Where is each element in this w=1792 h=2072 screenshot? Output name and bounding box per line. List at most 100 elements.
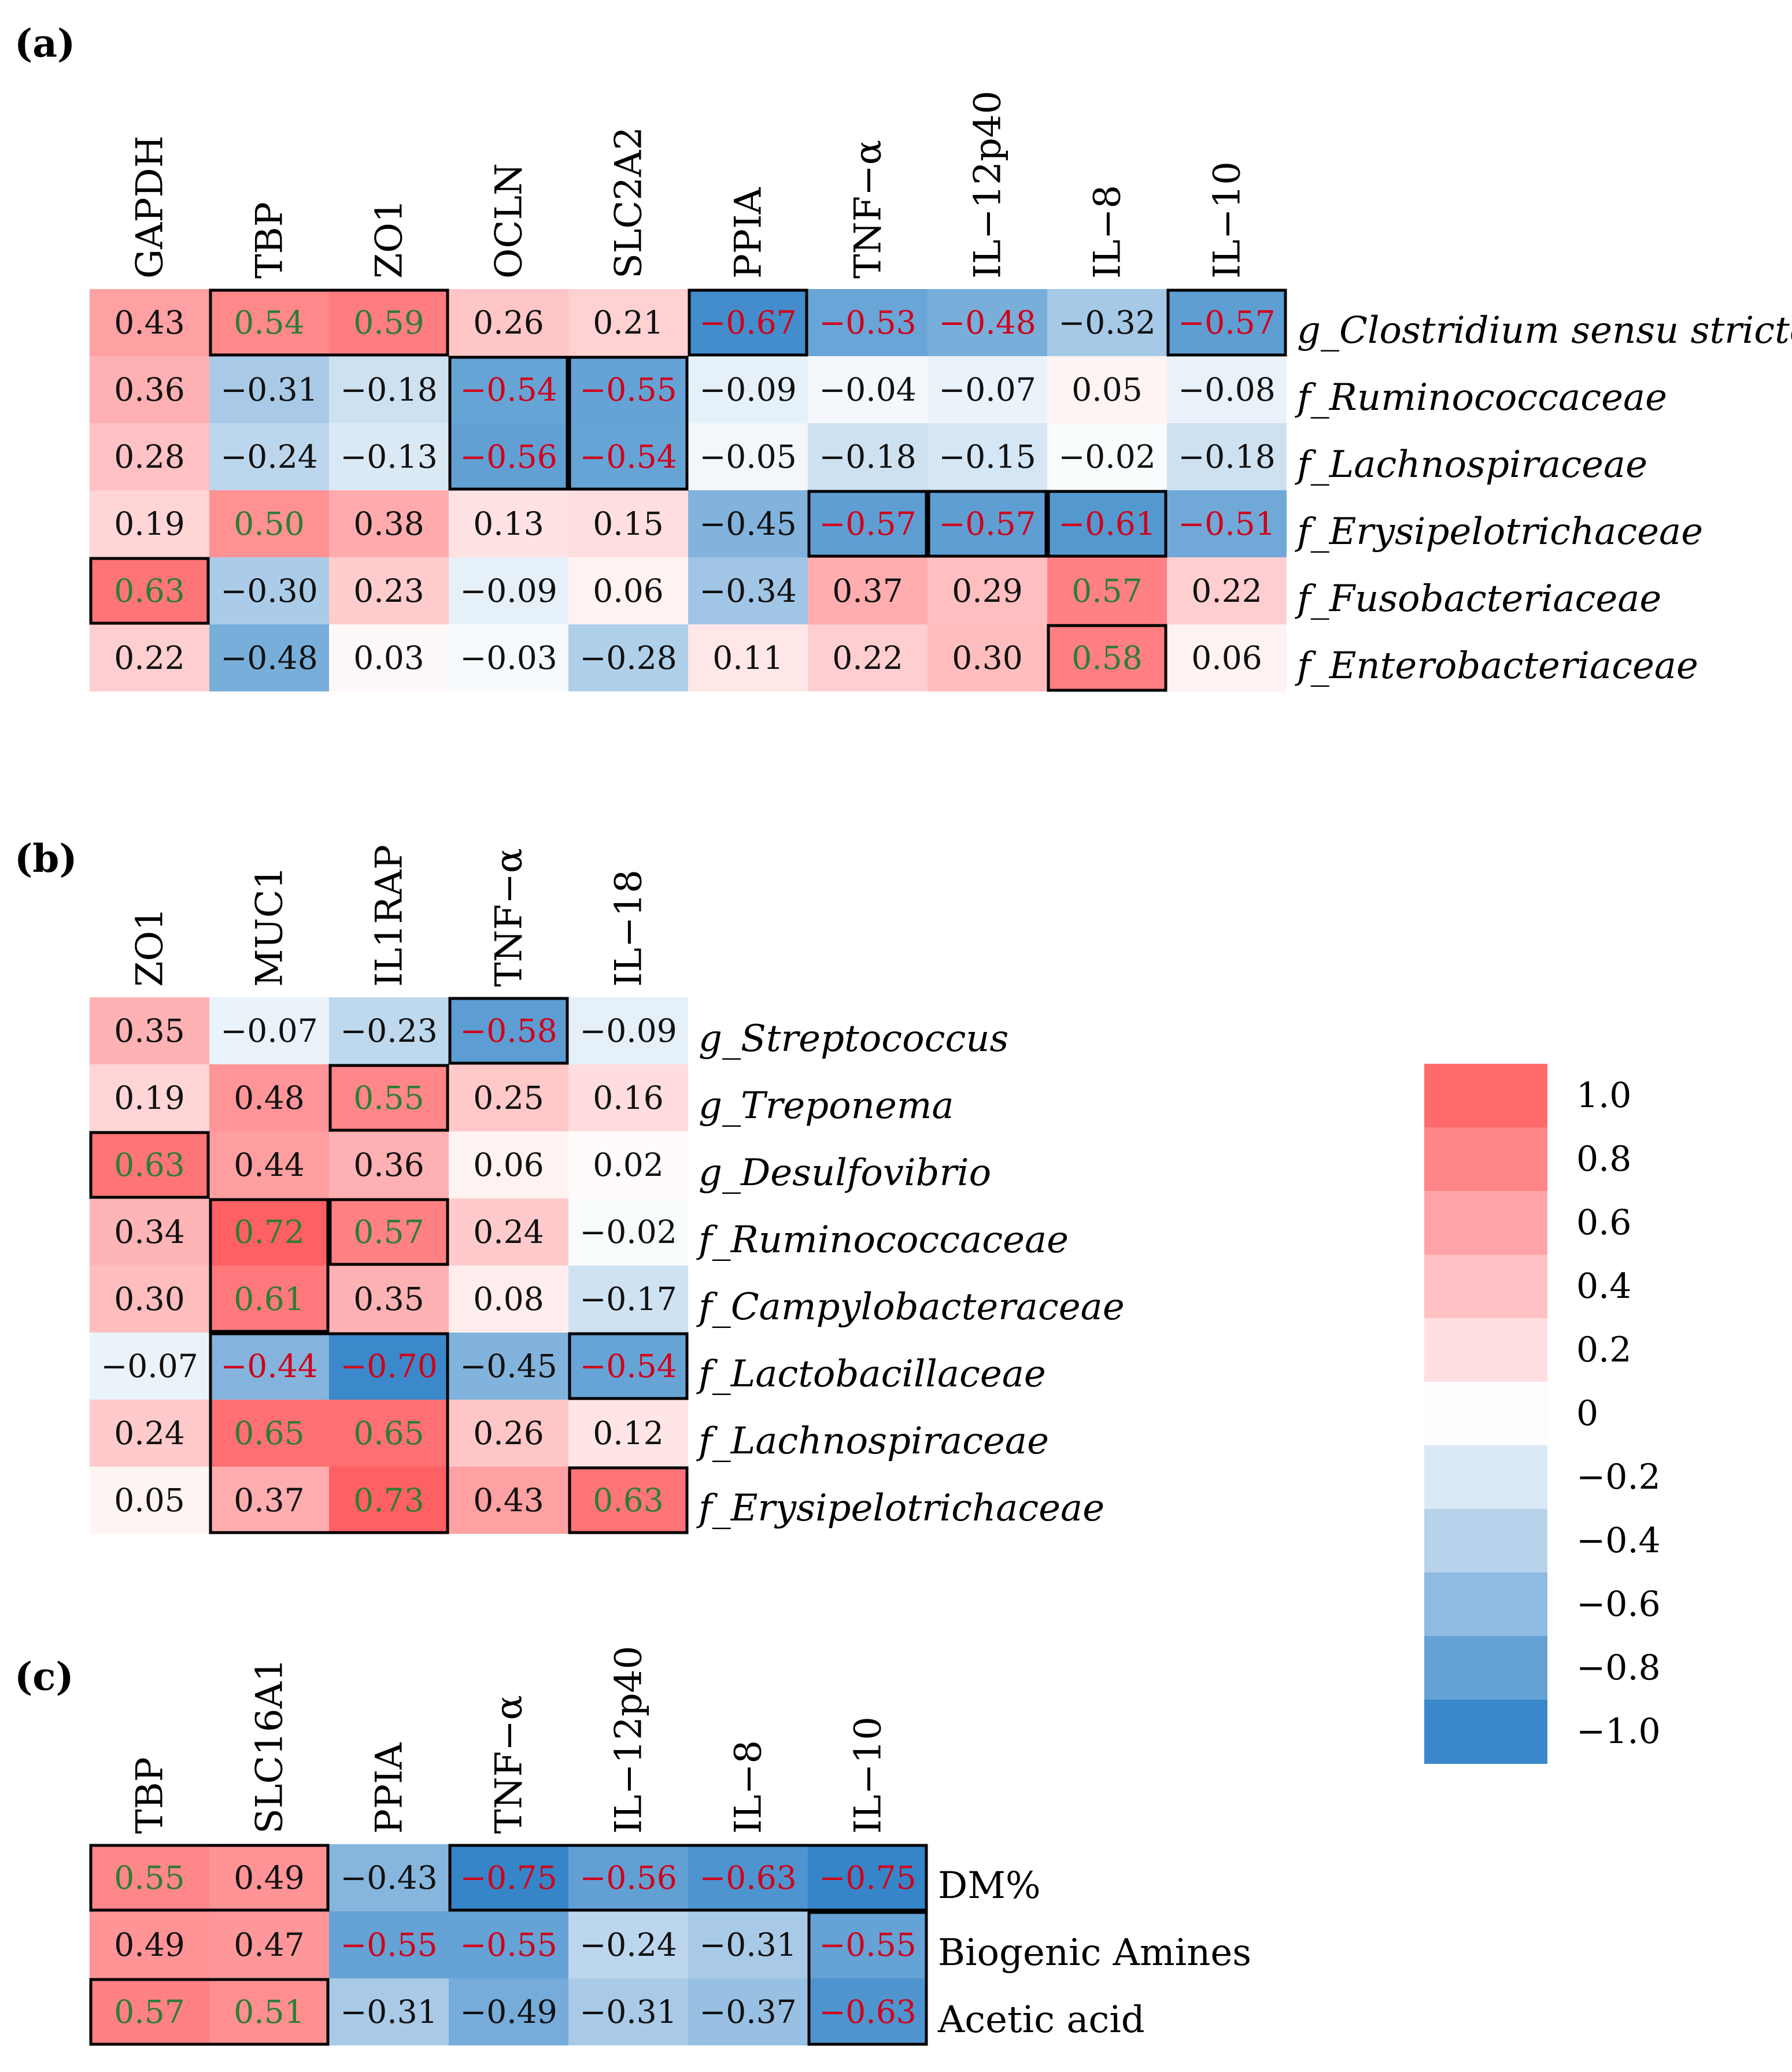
legend-swatch [1424, 1191, 1547, 1255]
cell-value-label: −0.54 [460, 371, 557, 408]
panel-label: (c) [14, 1654, 74, 1699]
heatmap-cell [568, 1131, 688, 1198]
column-label: IL−8 [1087, 185, 1129, 279]
heatmap-cell [209, 1198, 329, 1266]
column-label: TNF−α [488, 848, 531, 987]
heatmap-cell [688, 1978, 808, 2045]
cell-value-label: −0.48 [220, 639, 318, 676]
heatmap-cell [90, 1844, 209, 1911]
cell-value-label: 0.22 [832, 639, 903, 676]
row-label: g_Clostridium sensu stricto [1297, 309, 1792, 352]
cell-value-label: 0.19 [114, 1079, 184, 1116]
cell-value-label: 0.59 [353, 304, 424, 341]
cell-value-label: 0.43 [473, 1482, 544, 1519]
significance-box [448, 1844, 928, 1912]
heatmap-cell [568, 1978, 688, 2045]
row-label: f_Campylobacteraceae [696, 1286, 1125, 1329]
cell-value-label: 0.03 [353, 639, 424, 676]
cell-value-label: 0.37 [832, 572, 903, 609]
heatmap-cell [568, 557, 688, 624]
cell-value-label: 0.63 [114, 572, 184, 609]
significance-box [89, 557, 210, 625]
heatmap-cell [688, 624, 808, 691]
legend-tick-label: 0.2 [1576, 1330, 1631, 1370]
legend-tick-label: −0.4 [1576, 1520, 1661, 1561]
cell-value-label: −0.53 [819, 304, 917, 341]
cell-value-label: 0.08 [473, 1281, 544, 1318]
heatmap-cell [1047, 423, 1167, 490]
heatmap-cell [209, 1911, 329, 1978]
cell-value-label: 0.47 [234, 1926, 304, 1963]
cell-value-label: 0.36 [353, 1146, 424, 1183]
cell-value-label: 0.25 [473, 1079, 544, 1116]
significance-box [1166, 288, 1287, 357]
cell-value-label: 0.23 [353, 572, 424, 609]
cell-value-label: 0.57 [114, 1993, 184, 2030]
heatmap-cell [329, 356, 449, 423]
heatmap-cell [329, 490, 449, 557]
significance-box [568, 356, 689, 491]
row-label: f_Lachnospiraceae [1295, 443, 1647, 486]
cell-value-label: −0.05 [699, 438, 797, 475]
cell-value-label: −0.43 [340, 1859, 438, 1896]
heatmap-cell [449, 557, 568, 624]
heatmap-cell [1047, 490, 1167, 557]
cell-value-label: 0.15 [593, 505, 663, 542]
column-label: TBP [249, 202, 291, 279]
cell-value-label: 0.48 [234, 1079, 304, 1116]
heatmap-cell [568, 289, 688, 356]
heatmap-cell [90, 356, 209, 423]
heatmap-cell [808, 557, 928, 624]
heatmap-cell [688, 1911, 808, 1978]
heatmap-cell [449, 289, 568, 356]
heatmap-cell [209, 423, 329, 490]
heatmap-cell [329, 624, 449, 691]
row-label: g_Desulfovibrio [699, 1152, 991, 1194]
legend-tick-label: −1.0 [1576, 1711, 1661, 1752]
legend-swatch [1424, 1127, 1547, 1192]
cell-value-label: 0.34 [114, 1213, 184, 1250]
cell-value-label: −0.45 [460, 1348, 557, 1385]
cell-value-label: 0.37 [234, 1482, 304, 1519]
heatmap-cell [329, 1198, 449, 1266]
heatmap-cell [209, 1467, 329, 1534]
cell-value-label: 0.61 [234, 1281, 304, 1318]
heatmap-cell [808, 1844, 928, 1911]
heatmap-cell [568, 423, 688, 490]
legend-swatch [1424, 1255, 1547, 1319]
cell-value-label: −0.09 [699, 371, 797, 408]
cell-value-label: −0.18 [340, 371, 438, 408]
heatmap-cell [209, 1844, 329, 1911]
heatmap-cell [90, 490, 209, 557]
colorbar-legend: 1.0 0.8 0.6 0.4 0.2 0 −0.2 −0.4 −0.6 −0.8 −1.0 [1424, 1064, 1661, 1764]
cell-value-label: 0.30 [952, 639, 1022, 676]
cell-value-label: −0.55 [460, 1926, 557, 1963]
cell-value-label: −0.51 [1178, 505, 1276, 542]
heatmap-panel-1: (a) GAPDH TBP ZO1 OCLN SLC2A2 PPIA TNF−α IL−12p4… [14, 21, 1792, 692]
heatmap-cell [329, 1400, 449, 1467]
cell-value-label: −0.30 [220, 572, 318, 609]
heatmap-cell [808, 490, 928, 557]
cell-value-label: −0.63 [699, 1859, 797, 1896]
heatmap-cell [808, 624, 928, 691]
heatmap-cell [209, 557, 329, 624]
column-label: SLC16A1 [249, 1658, 291, 1834]
cell-value-label: 0.13 [473, 505, 544, 542]
heatmap-cell [90, 1064, 209, 1131]
heatmap-cell [329, 1266, 449, 1333]
legend-swatch [1424, 1445, 1547, 1509]
heatmap-cell [209, 1333, 329, 1400]
heatmap-cell [808, 356, 928, 423]
legend-swatch [1424, 1509, 1547, 1573]
heatmap-cell [568, 356, 688, 423]
cell-value-label: 0.44 [234, 1146, 304, 1183]
cell-value-label: −0.56 [579, 1859, 677, 1896]
heatmap-cell [90, 1333, 209, 1400]
heatmap-cell [209, 1266, 329, 1333]
cell-value-label: 0.57 [353, 1213, 424, 1250]
heatmap-cell [209, 1400, 329, 1467]
row-label: g_Treponema [699, 1085, 954, 1127]
heatmap-cell [90, 423, 209, 490]
heatmap-cell [209, 356, 329, 423]
heatmap-cell [449, 997, 568, 1064]
